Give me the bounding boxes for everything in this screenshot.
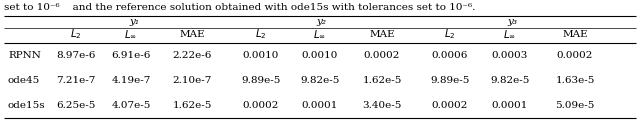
Text: $L_2$: $L_2$ [70, 28, 82, 41]
Text: 0.0006: 0.0006 [432, 51, 468, 60]
Text: 1.62e-5: 1.62e-5 [172, 101, 212, 110]
Text: ode45: ode45 [8, 76, 40, 85]
Text: 6.91e-6: 6.91e-6 [111, 51, 150, 60]
Text: 5.09e-5: 5.09e-5 [556, 101, 595, 110]
Text: 0.0002: 0.0002 [432, 101, 468, 110]
Text: 0.0010: 0.0010 [302, 51, 338, 60]
Text: y₃: y₃ [508, 16, 518, 25]
Text: 4.19e-7: 4.19e-7 [111, 76, 150, 85]
Text: 4.07e-5: 4.07e-5 [111, 101, 150, 110]
Text: 7.21e-7: 7.21e-7 [56, 76, 96, 85]
Text: $L_\infty$: $L_\infty$ [504, 29, 516, 40]
Text: 0.0002: 0.0002 [557, 51, 593, 60]
Text: 2.22e-6: 2.22e-6 [172, 51, 212, 60]
Text: $L_\infty$: $L_\infty$ [314, 29, 326, 40]
Text: 9.89e-5: 9.89e-5 [241, 76, 281, 85]
Text: 0.0003: 0.0003 [492, 51, 528, 60]
Text: 9.89e-5: 9.89e-5 [430, 76, 470, 85]
Text: MAE: MAE [179, 30, 205, 39]
Text: 0.0010: 0.0010 [243, 51, 279, 60]
Text: 0.0001: 0.0001 [492, 101, 528, 110]
Text: 0.0001: 0.0001 [302, 101, 338, 110]
Text: 1.62e-5: 1.62e-5 [362, 76, 402, 85]
Text: 9.82e-5: 9.82e-5 [300, 76, 340, 85]
Text: 1.63e-5: 1.63e-5 [556, 76, 595, 85]
Text: 6.25e-5: 6.25e-5 [56, 101, 96, 110]
Text: y₂: y₂ [317, 16, 326, 25]
Text: 2.10e-7: 2.10e-7 [172, 76, 212, 85]
Text: MAE: MAE [369, 30, 395, 39]
Text: 3.40e-5: 3.40e-5 [362, 101, 402, 110]
Text: $L_2$: $L_2$ [255, 28, 267, 41]
Text: MAE: MAE [562, 30, 588, 39]
Text: 8.97e-6: 8.97e-6 [56, 51, 96, 60]
Text: y₁: y₁ [129, 16, 139, 25]
Text: 0.0002: 0.0002 [243, 101, 279, 110]
Text: set to 10⁻⁶    and the reference solution obtained with ode15s with tolerances s: set to 10⁻⁶ and the reference solution o… [4, 2, 476, 11]
Text: $L_2$: $L_2$ [444, 28, 456, 41]
Text: 9.82e-5: 9.82e-5 [490, 76, 530, 85]
Text: ode15s: ode15s [8, 101, 45, 110]
Text: 0.0002: 0.0002 [364, 51, 400, 60]
Text: $L_\infty$: $L_\infty$ [125, 29, 138, 40]
Text: RPNN: RPNN [8, 51, 41, 60]
